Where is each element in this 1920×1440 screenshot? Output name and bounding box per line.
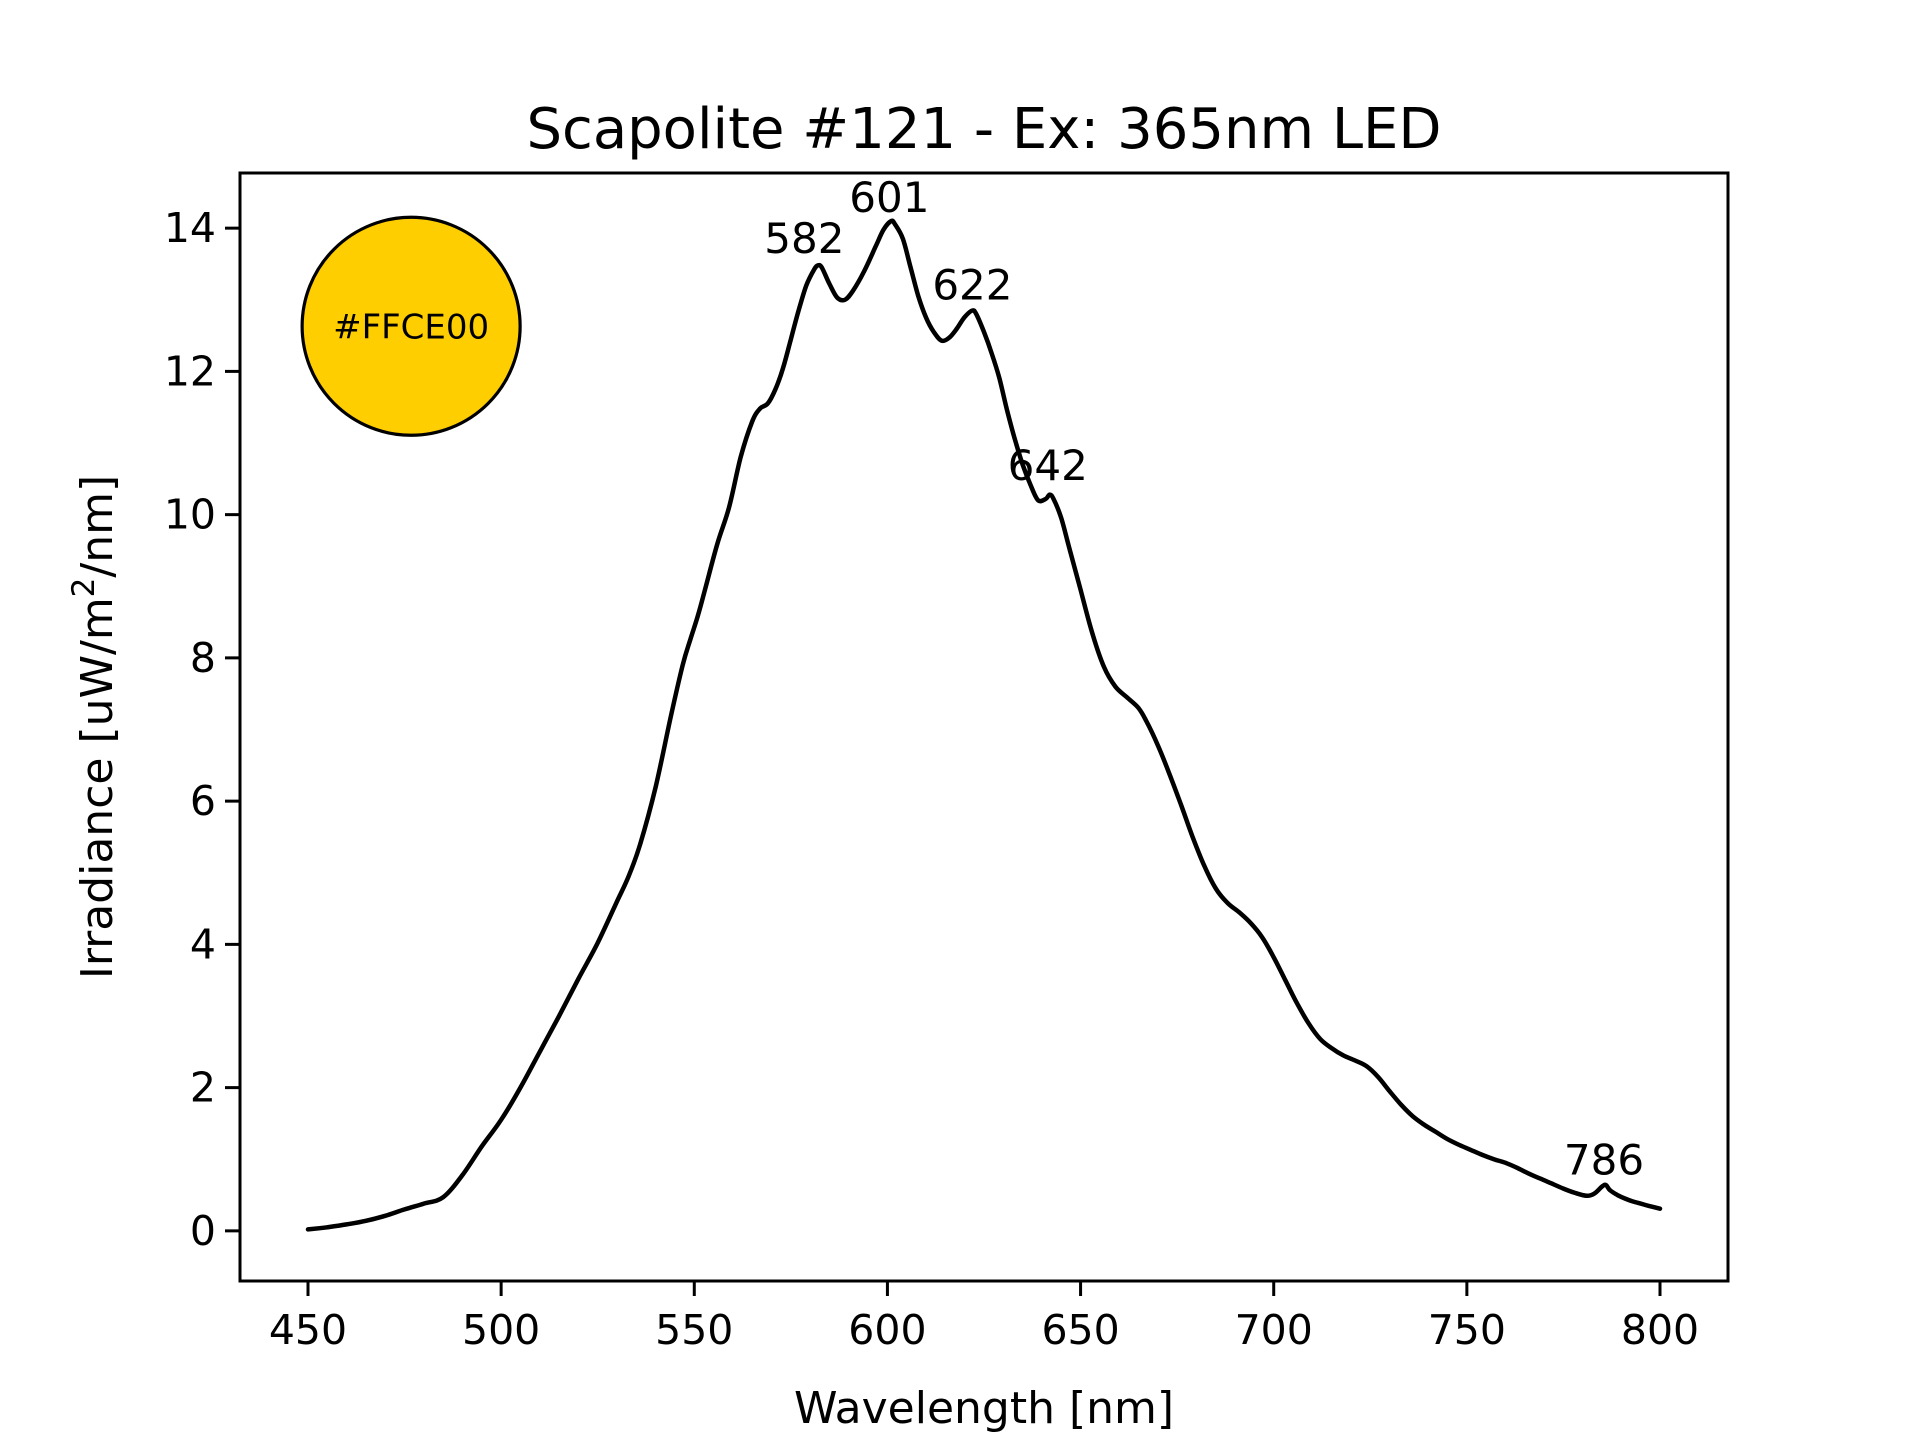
peak-annotation-622: 622 bbox=[932, 260, 1012, 309]
y-tick-label: 6 bbox=[190, 777, 216, 825]
x-tick-label: 750 bbox=[1428, 1306, 1506, 1354]
y-tick-label: 12 bbox=[164, 347, 216, 395]
y-tick-label: 10 bbox=[164, 491, 216, 539]
x-tick-label: 800 bbox=[1621, 1306, 1699, 1354]
peak-annotation-582: 582 bbox=[764, 214, 844, 263]
color-swatch-circle bbox=[300, 215, 522, 437]
axes-frame bbox=[238, 171, 1730, 1283]
color-swatch-label: #FFCE00 bbox=[333, 307, 489, 347]
y-tick-label: 2 bbox=[190, 1064, 216, 1112]
x-tick-label: 600 bbox=[848, 1306, 926, 1354]
x-tick-label: 650 bbox=[1041, 1306, 1119, 1354]
peak-annotation-642: 642 bbox=[1008, 441, 1088, 490]
x-tick-label: 550 bbox=[655, 1306, 733, 1354]
peak-annotation-601: 601 bbox=[849, 173, 929, 222]
x-tick-label: 500 bbox=[462, 1306, 540, 1354]
x-tick-label: 450 bbox=[269, 1306, 347, 1354]
spectrum-curve bbox=[305, 218, 1663, 1232]
y-tick-label: 14 bbox=[164, 204, 216, 252]
y-tick-label: 4 bbox=[190, 920, 216, 968]
y-tick-label: 0 bbox=[190, 1207, 216, 1255]
x-axis-label: Wavelength [nm] bbox=[794, 1383, 1174, 1434]
y-axis-label: Irradiance [uW/m2/nm] bbox=[66, 475, 123, 979]
chart-title: Scapolite #121 - Ex: 365nm LED bbox=[526, 97, 1441, 162]
x-tick-label: 700 bbox=[1235, 1306, 1313, 1354]
peak-annotation-786: 786 bbox=[1564, 1136, 1644, 1185]
y-axis-label-superscript: 2 bbox=[66, 578, 102, 598]
y-tick-label: 8 bbox=[190, 634, 216, 682]
